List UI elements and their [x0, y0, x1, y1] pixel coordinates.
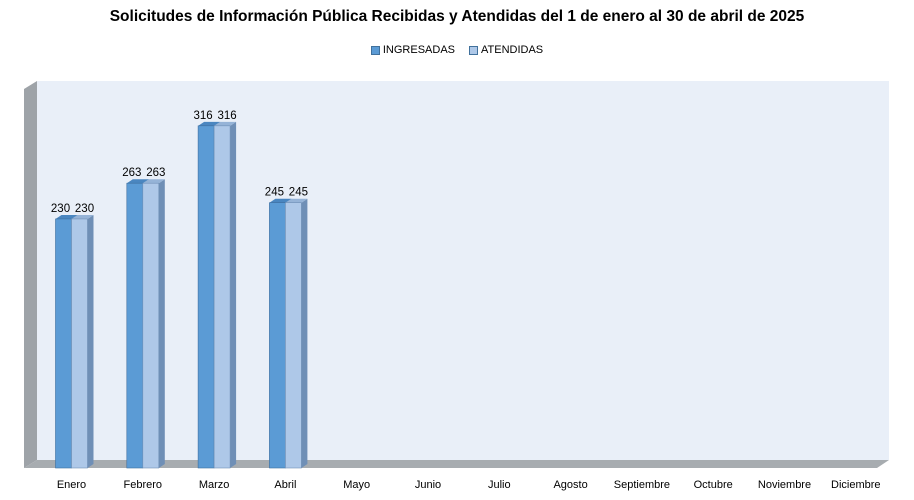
bar-top-face [142, 179, 165, 184]
legend-swatch-ingresadas [370, 45, 380, 55]
plot-side-wall [24, 81, 37, 468]
legend-label-atendidas: ATENDIDAS [481, 44, 544, 56]
x-tick-label: Mayo [343, 479, 370, 491]
plot-area [37, 81, 889, 460]
bar [142, 182, 160, 469]
x-tick-label: Enero [57, 479, 86, 491]
bar-top-face [71, 214, 94, 219]
x-tick-label: Julio [488, 479, 511, 491]
bar-side-face [87, 214, 94, 468]
x-tick-label: Junio [415, 479, 441, 491]
bar [285, 202, 302, 469]
x-tick-labels-group: Enero Febrero Marzo Abril Mayo Junio Julio Agos… [57, 479, 881, 491]
x-tick-label: Octubre [694, 479, 733, 491]
x-tick-label: Febrero [124, 479, 163, 491]
x-tick-label: Abril [274, 479, 296, 491]
x-tick-label: Marzo [199, 479, 230, 491]
data-labels-group: 230 230 263 263 316 316 245 245 [51, 110, 308, 215]
bar [269, 202, 286, 469]
data-label: 316 [194, 110, 213, 122]
data-label: 263 [146, 167, 165, 179]
bar [197, 125, 215, 469]
bar-top-face [198, 121, 221, 126]
x-tick-label: Noviembre [758, 479, 811, 491]
bar [55, 218, 72, 469]
bar [126, 182, 144, 469]
data-label: 316 [218, 110, 237, 122]
data-label: 230 [75, 203, 94, 215]
bar-top-face [126, 179, 149, 184]
data-label: 230 [51, 203, 70, 215]
legend-label-ingresadas: INGRESADAS [382, 44, 455, 56]
bar-top-face [285, 198, 308, 203]
legend-swatch-atendidas [469, 45, 478, 55]
x-tick-label: Diciembre [831, 479, 881, 491]
bar-top-face [55, 214, 78, 219]
bar-side-face [230, 121, 237, 469]
legend-item-ingresadas: INGRESADAS [370, 44, 455, 56]
data-label: 245 [265, 187, 284, 199]
bar-side-face [158, 179, 165, 469]
x-tick-label: Septiembre [614, 479, 670, 491]
bar-top-face [269, 198, 292, 203]
x-tick-label: Agosto [553, 479, 587, 491]
bars-group [55, 121, 308, 469]
chart-title: Solicitudes de Información Pública Recib… [109, 8, 805, 25]
chart-legend: INGRESADAS ATENDIDAS [0, 44, 914, 56]
legend-item-atendidas: ATENDIDAS [469, 44, 543, 56]
data-label: 245 [289, 187, 308, 199]
data-label: 263 [122, 167, 141, 179]
plot-floor [24, 460, 889, 468]
bar-side-face [301, 198, 308, 468]
bar [71, 218, 88, 469]
bar [213, 125, 231, 469]
bar-top-face [214, 121, 237, 126]
